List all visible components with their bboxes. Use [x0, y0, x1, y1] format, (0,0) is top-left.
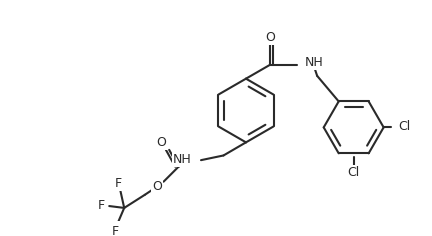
Text: O: O	[152, 180, 162, 193]
Text: F: F	[98, 199, 105, 212]
Text: Cl: Cl	[348, 166, 360, 179]
Text: Cl: Cl	[399, 120, 411, 133]
Text: O: O	[265, 31, 275, 44]
Text: O: O	[157, 136, 167, 149]
Text: F: F	[115, 177, 122, 190]
Text: NH: NH	[305, 56, 324, 69]
Text: NH: NH	[173, 153, 192, 166]
Text: F: F	[111, 225, 118, 236]
